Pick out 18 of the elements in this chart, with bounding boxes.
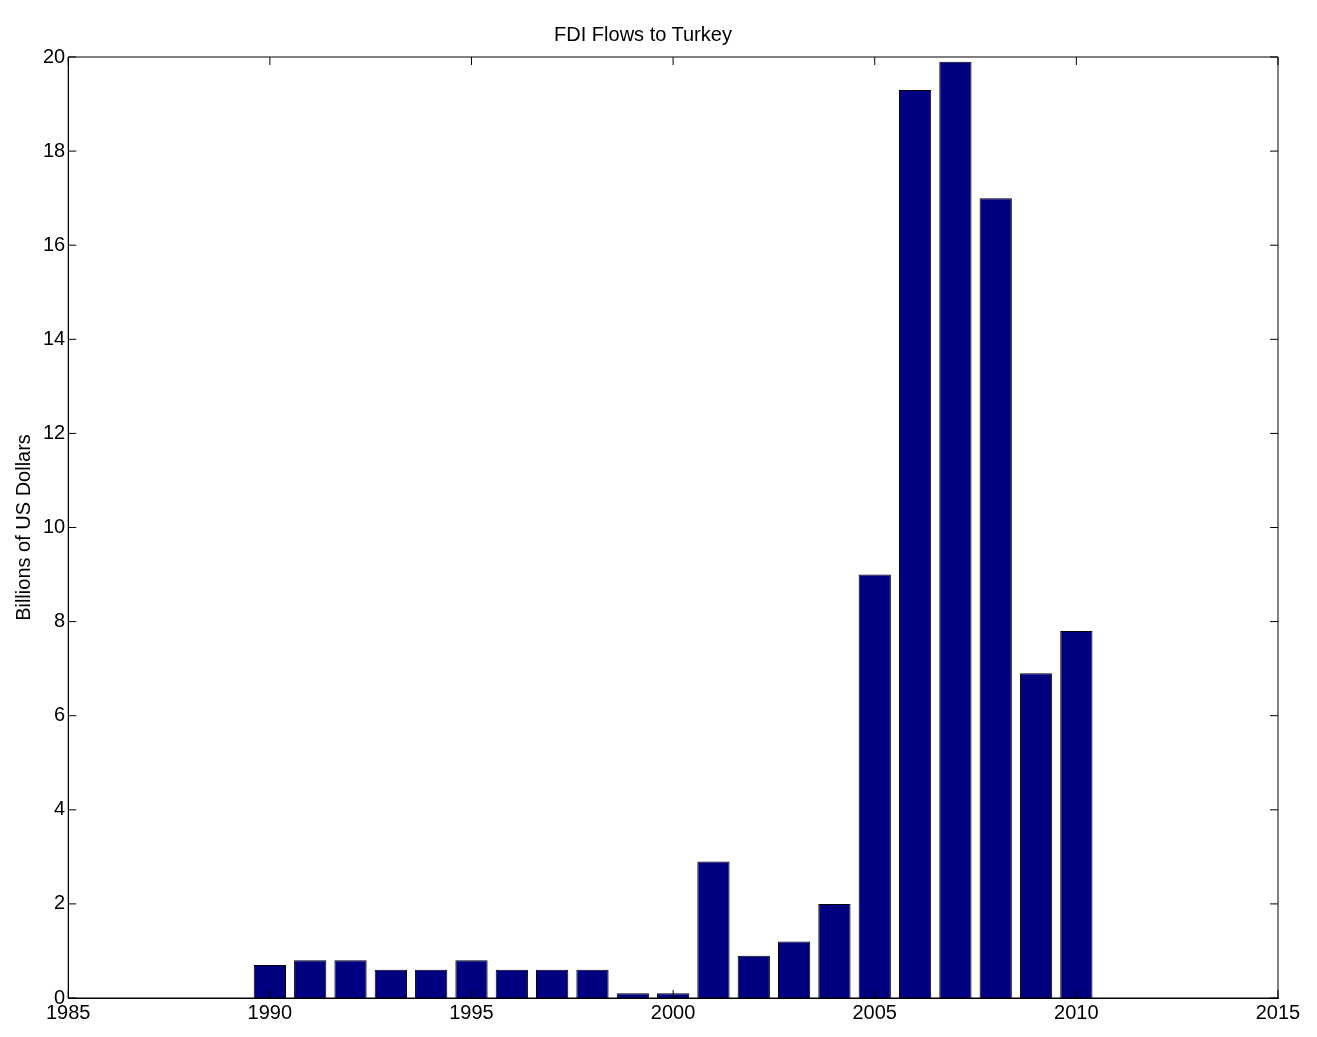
- y-tick-label: 20: [43, 44, 66, 67]
- x-tick-label: 1990: [247, 1000, 293, 1023]
- y-tick-label: 18: [43, 138, 66, 161]
- y-axis-title: Billions of US Dollars: [11, 434, 34, 621]
- x-tick-label: 2015: [1255, 1000, 1301, 1023]
- x-tick-label: 2000: [650, 1000, 696, 1023]
- y-tick-label: 6: [54, 703, 66, 726]
- chart-title: FDI Flows to Turkey: [554, 22, 732, 45]
- y-tick-label: 2: [54, 891, 66, 914]
- y-tick-label: 8: [54, 609, 66, 632]
- y-tick-label: 4: [54, 797, 66, 820]
- y-tick-label: 12: [43, 420, 66, 443]
- x-tick-label: 2005: [852, 1000, 897, 1023]
- y-tick-label: 16: [43, 232, 66, 255]
- x-tick-label: 2010: [1054, 1000, 1099, 1023]
- x-tick-label: 1995: [449, 1000, 494, 1023]
- y-tick-label: 14: [43, 326, 66, 349]
- y-tick-label: 10: [43, 515, 66, 538]
